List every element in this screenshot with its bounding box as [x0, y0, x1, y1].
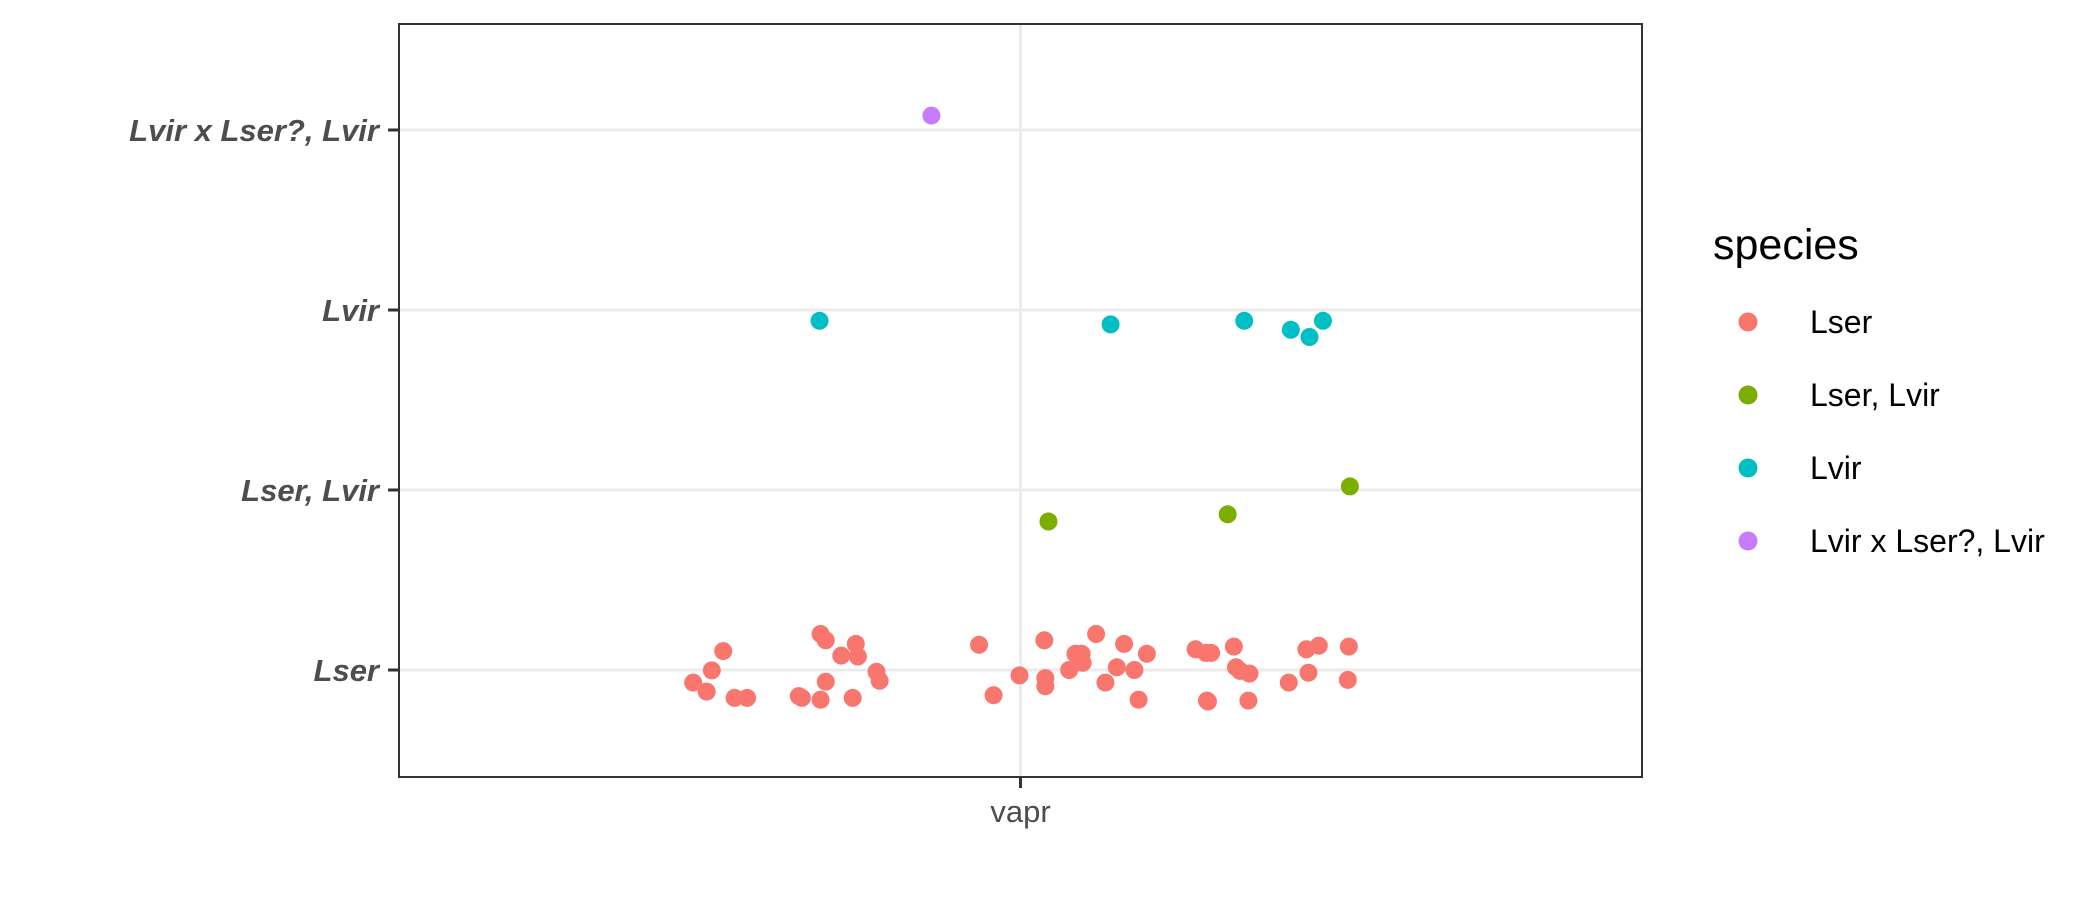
data-point: [1096, 673, 1115, 692]
data-point: [1036, 677, 1055, 696]
x-axis: vapr: [990, 777, 1051, 829]
legend-label: Lvir x Lser?, Lvir: [1810, 523, 2045, 559]
data-point: [1239, 691, 1258, 710]
data-point: [1087, 625, 1106, 643]
data-point: [832, 646, 851, 665]
data-point: [1129, 690, 1148, 709]
data-point: [725, 688, 744, 707]
data-point: [1340, 477, 1359, 496]
data-point: [984, 686, 1003, 705]
points: [684, 106, 1359, 711]
data-point: [714, 642, 733, 661]
legend: species Lser Lser, Lvir Lvir Lvir x Lser?, …: [1713, 221, 2045, 559]
data-point: [684, 673, 703, 692]
data-point: [1218, 505, 1237, 524]
data-point: [1240, 664, 1259, 683]
data-point: [1039, 512, 1058, 531]
legend-key: [1738, 385, 1758, 405]
data-point: [1137, 644, 1156, 663]
data-point: [843, 688, 862, 707]
data-point: [1313, 311, 1332, 330]
data-point: [1300, 328, 1319, 346]
legend-key: [1738, 458, 1758, 478]
data-point: [1338, 670, 1357, 689]
data-point: [1107, 658, 1126, 677]
data-point: [1309, 636, 1328, 655]
data-point: [697, 682, 716, 701]
data-point: [1202, 643, 1221, 662]
legend-title: species: [1713, 221, 1859, 269]
data-point: [1125, 661, 1144, 679]
data-point: [1224, 637, 1243, 656]
data-point: [792, 688, 811, 707]
data-point: [1010, 666, 1029, 685]
data-point: [1060, 661, 1079, 679]
data-point: [702, 661, 721, 680]
data-point: [1299, 663, 1318, 682]
legend-key: [1738, 531, 1758, 551]
y-tick-label: Lser: [314, 653, 381, 688]
data-point: [738, 688, 757, 707]
data-point: [970, 635, 989, 654]
data-point: [1235, 311, 1254, 330]
y-axis: Lser Lser, Lvir Lvir Lvir x Lser?, Lvir: [129, 113, 399, 688]
legend-key: [1738, 312, 1758, 332]
y-tick-label: Lvir x Lser?, Lvir: [129, 113, 381, 148]
data-point: [816, 672, 835, 691]
data-point: [1281, 320, 1300, 339]
x-tick-label: vapr: [990, 794, 1050, 829]
y-tick-label: Lser, Lvir: [241, 473, 381, 508]
data-point: [1198, 692, 1217, 711]
legend-label: Lser, Lvir: [1810, 377, 1940, 413]
gridlines: [399, 24, 1642, 777]
data-point: [1339, 637, 1358, 656]
data-point: [1035, 631, 1054, 650]
legend-label: Lser: [1810, 304, 1873, 340]
data-point: [1115, 634, 1134, 653]
data-point: [848, 647, 867, 666]
y-tick-label: Lvir: [322, 293, 381, 328]
data-point: [1073, 653, 1092, 672]
legend-label: Lvir: [1810, 450, 1862, 486]
data-point: [810, 311, 829, 330]
data-point: [1101, 315, 1120, 334]
data-point: [922, 106, 941, 125]
data-point: [811, 690, 830, 709]
data-point: [816, 631, 835, 650]
data-point: [1279, 673, 1298, 692]
data-point: [870, 671, 889, 690]
